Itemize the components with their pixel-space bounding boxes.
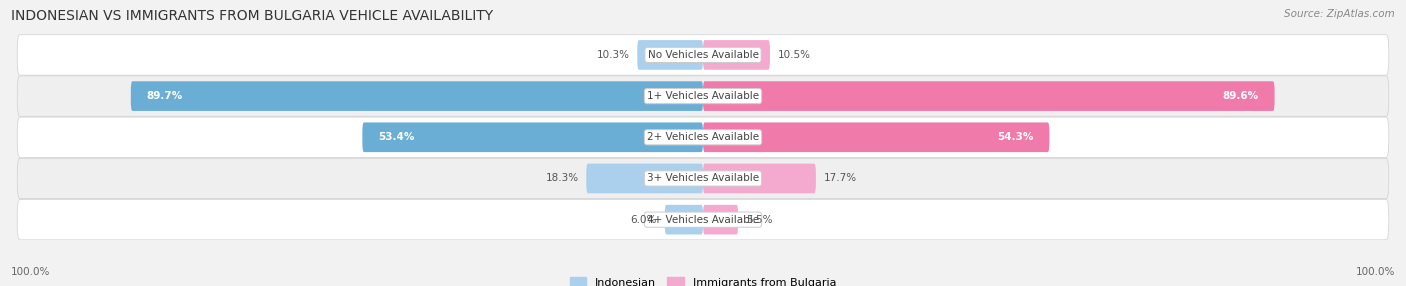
FancyBboxPatch shape	[17, 117, 1389, 158]
FancyBboxPatch shape	[363, 122, 703, 152]
Text: 5.5%: 5.5%	[745, 215, 772, 225]
Text: 89.6%: 89.6%	[1222, 91, 1258, 101]
Text: 100.0%: 100.0%	[1355, 267, 1395, 277]
Text: 54.3%: 54.3%	[997, 132, 1033, 142]
Text: 4+ Vehicles Available: 4+ Vehicles Available	[647, 215, 759, 225]
Text: 6.0%: 6.0%	[631, 215, 657, 225]
Text: 1+ Vehicles Available: 1+ Vehicles Available	[647, 91, 759, 101]
FancyBboxPatch shape	[665, 205, 703, 235]
Text: Source: ZipAtlas.com: Source: ZipAtlas.com	[1284, 9, 1395, 19]
Text: 17.7%: 17.7%	[824, 174, 856, 183]
Text: 2+ Vehicles Available: 2+ Vehicles Available	[647, 132, 759, 142]
FancyBboxPatch shape	[703, 164, 815, 193]
Text: 10.5%: 10.5%	[778, 50, 811, 60]
FancyBboxPatch shape	[131, 81, 703, 111]
Text: No Vehicles Available: No Vehicles Available	[648, 50, 758, 60]
Text: 10.3%: 10.3%	[596, 50, 630, 60]
FancyBboxPatch shape	[17, 199, 1389, 240]
Legend: Indonesian, Immigrants from Bulgaria: Indonesian, Immigrants from Bulgaria	[565, 273, 841, 286]
FancyBboxPatch shape	[17, 76, 1389, 116]
Text: 100.0%: 100.0%	[11, 267, 51, 277]
FancyBboxPatch shape	[703, 81, 1275, 111]
FancyBboxPatch shape	[637, 40, 703, 70]
FancyBboxPatch shape	[17, 158, 1389, 199]
Text: 18.3%: 18.3%	[546, 174, 579, 183]
FancyBboxPatch shape	[703, 40, 770, 70]
FancyBboxPatch shape	[586, 164, 703, 193]
Text: INDONESIAN VS IMMIGRANTS FROM BULGARIA VEHICLE AVAILABILITY: INDONESIAN VS IMMIGRANTS FROM BULGARIA V…	[11, 9, 494, 23]
FancyBboxPatch shape	[17, 35, 1389, 75]
FancyBboxPatch shape	[703, 122, 1049, 152]
FancyBboxPatch shape	[703, 205, 738, 235]
Text: 53.4%: 53.4%	[378, 132, 415, 142]
Text: 89.7%: 89.7%	[146, 91, 183, 101]
Text: 3+ Vehicles Available: 3+ Vehicles Available	[647, 174, 759, 183]
